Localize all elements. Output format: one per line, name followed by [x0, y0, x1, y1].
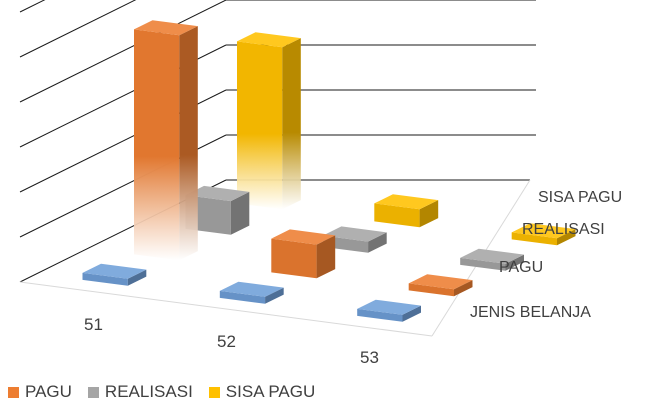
bar-front-face [460, 257, 506, 271]
bar-top-face [408, 274, 473, 290]
legend-swatch [8, 386, 19, 398]
chart-legend: PAGU REALISASI SISA PAGU [8, 382, 331, 402]
bar-side-face [505, 254, 524, 271]
bar-top-face [357, 299, 421, 315]
depth-label-realisasi: REALISASI [522, 221, 605, 238]
bar-sisa-pagu-52 [374, 194, 439, 228]
category-label-51: 51 [84, 315, 103, 334]
category-label-53: 53 [360, 348, 379, 367]
chart-3d-columns: 51 52 53 JENIS BELANJA PAGU REALISASI SISA PAG… [19, 0, 622, 367]
bar-top-face [185, 185, 250, 202]
bar-sisa-pagu-53 [511, 223, 576, 246]
legend-item-pagu: PAGU [8, 382, 72, 402]
bar-front-face [237, 41, 283, 210]
bar-side-face [368, 232, 387, 253]
legend-label: PAGU [25, 382, 72, 401]
bar-jenis-belanja-53 [357, 299, 421, 322]
bar-front-face [219, 290, 266, 304]
bar-side-face [419, 200, 439, 228]
bar-top-face [271, 229, 336, 245]
legend-swatch [87, 386, 99, 398]
bar-front-face [134, 29, 180, 261]
depth-label-pagu: PAGU [499, 259, 543, 276]
legend-item-sisa-pagu: SISA PAGU [208, 382, 316, 402]
bar-side-face [557, 229, 576, 246]
bar-side-face [265, 287, 284, 304]
bar-front-face [511, 232, 557, 246]
bar-front-face [408, 283, 454, 297]
chart-labels: 51 52 53 JENIS BELANJA PAGU REALISASI SISA PAG… [84, 189, 622, 367]
legend-swatch [208, 386, 220, 398]
bar-side-face [127, 269, 147, 286]
depth-label-sisa-pagu: SISA PAGU [538, 189, 622, 206]
category-label-52: 52 [217, 332, 236, 351]
depth-label-jenis-belanja: JENIS BELANJA [470, 304, 591, 321]
bar-front-face [82, 272, 128, 286]
bar-side-face [316, 235, 336, 279]
bar-pagu-52 [271, 229, 336, 279]
floor-edge-front [19, 281, 433, 337]
bar-top-face [374, 194, 439, 210]
bar-front-face [374, 203, 420, 228]
bar-top-face [134, 20, 198, 36]
bar-top-face [511, 223, 576, 239]
bar-front-face [357, 308, 403, 322]
gridline-left-wall [19, 0, 227, 103]
bar-side-face [454, 280, 473, 297]
chart-bars [82, 20, 576, 322]
bar-pagu-53 [408, 274, 473, 297]
bar-realisasi-53 [460, 248, 524, 271]
bar-jenis-belanja-52 [219, 281, 284, 304]
bar-top-face [82, 263, 147, 279]
bar-side-face [402, 305, 421, 322]
bar-pagu-51 [134, 20, 198, 261]
legend-label: REALISASI [104, 382, 193, 401]
bar-sisa-pagu-51 [237, 32, 301, 210]
bar-front-face [271, 238, 317, 279]
bar-top-face [219, 281, 284, 297]
legend-item-realisasi: REALISASI [87, 382, 193, 402]
bar-side-face [282, 38, 301, 210]
bar-top-face [322, 226, 387, 242]
legend-label: SISA PAGU [225, 382, 316, 401]
bar-side-face [230, 191, 250, 235]
bar-top-face [237, 32, 301, 48]
bar-top-face [460, 248, 524, 264]
bar-side-face [179, 26, 198, 261]
bar-jenis-belanja-51 [82, 263, 147, 286]
gridline-left-wall [19, 0, 137, 58]
